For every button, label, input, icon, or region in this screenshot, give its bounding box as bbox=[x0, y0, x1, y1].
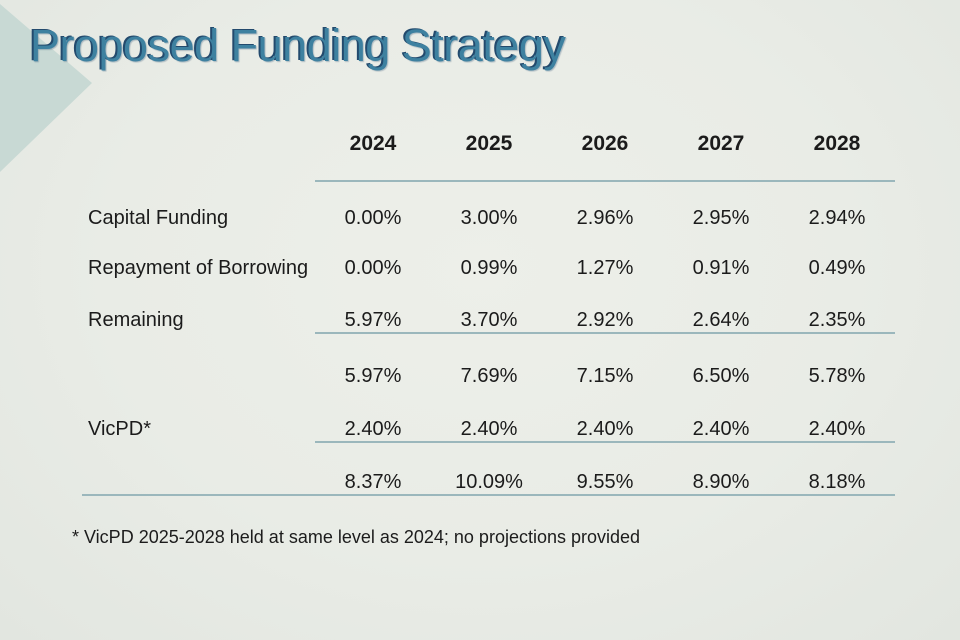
row-label: Remaining bbox=[88, 308, 184, 331]
table-cell: 6.50% bbox=[692, 364, 750, 387]
table-cell: 8.18% bbox=[808, 470, 866, 493]
table-cell: 7.69% bbox=[460, 364, 518, 387]
header-divider-line bbox=[315, 180, 895, 182]
table-cell: 0.91% bbox=[692, 256, 750, 279]
remaining-subtotal-line bbox=[315, 332, 895, 334]
table-cell: 2.96% bbox=[576, 206, 634, 229]
table-cell: 8.90% bbox=[692, 470, 750, 493]
table-cell: 2.92% bbox=[576, 308, 634, 331]
year-header-2024: 2024 bbox=[349, 132, 397, 155]
table-cell: 0.49% bbox=[808, 256, 866, 279]
table-cell: 2.40% bbox=[576, 417, 634, 440]
year-header-2025: 2025 bbox=[465, 132, 513, 155]
table-cell: 2.40% bbox=[808, 417, 866, 440]
vicpd-total-line bbox=[315, 441, 895, 443]
table-cell: 1.27% bbox=[576, 256, 634, 279]
table-header-row: 2024 2025 2026 2027 2028 bbox=[88, 132, 895, 156]
row-label: VicPD* bbox=[88, 417, 151, 440]
year-header-2027: 2027 bbox=[697, 132, 745, 155]
year-header-2028: 2028 bbox=[813, 132, 861, 155]
table-row-vicpd: VicPD* 2.40% 2.40% 2.40% 2.40% 2.40% bbox=[88, 417, 895, 441]
slide-title: Proposed Funding Strategy bbox=[30, 20, 566, 71]
table-cell: 0.00% bbox=[344, 206, 402, 229]
table-cell: 5.97% bbox=[344, 364, 402, 387]
table-cell: 2.35% bbox=[808, 308, 866, 331]
table-row-repayment-of-borrowing: Repayment of Borrowing 0.00% 0.99% 1.27%… bbox=[88, 256, 895, 280]
table-cell: 10.09% bbox=[455, 470, 523, 493]
table-cell: 3.00% bbox=[460, 206, 518, 229]
table-cell: 9.55% bbox=[576, 470, 634, 493]
table-cell: 2.94% bbox=[808, 206, 866, 229]
year-header-2026: 2026 bbox=[581, 132, 629, 155]
table-cell: 5.78% bbox=[808, 364, 866, 387]
table-cell: 2.40% bbox=[692, 417, 750, 440]
table-cell: 3.70% bbox=[460, 308, 518, 331]
table-row-total: 8.37% 10.09% 9.55% 8.90% 8.18% bbox=[88, 470, 895, 494]
table-cell: 2.40% bbox=[344, 417, 402, 440]
table-row-remaining: Remaining 5.97% 3.70% 2.92% 2.64% 2.35% bbox=[88, 308, 895, 332]
table-cell: 8.37% bbox=[344, 470, 402, 493]
footnote: * VicPD 2025-2028 held at same level as … bbox=[72, 527, 641, 547]
grand-total-line bbox=[82, 494, 895, 496]
row-label: Repayment of Borrowing bbox=[88, 256, 309, 279]
row-label: Capital Funding bbox=[88, 206, 229, 229]
table-cell: 0.00% bbox=[344, 256, 402, 279]
table-row-capital-funding: Capital Funding 0.00% 3.00% 2.96% 2.95% … bbox=[88, 206, 895, 230]
table-cell: 7.15% bbox=[576, 364, 634, 387]
table-cell: 5.97% bbox=[344, 308, 402, 331]
table-cell: 2.95% bbox=[692, 206, 750, 229]
table-cell: 2.64% bbox=[692, 308, 750, 331]
table-row-subtotal: 5.97% 7.69% 7.15% 6.50% 5.78% bbox=[88, 364, 895, 388]
table-cell: 2.40% bbox=[460, 417, 518, 440]
funding-table: 2024 2025 2026 2027 2028 Capital Funding… bbox=[82, 132, 895, 512]
table-cell: 0.99% bbox=[460, 256, 518, 279]
